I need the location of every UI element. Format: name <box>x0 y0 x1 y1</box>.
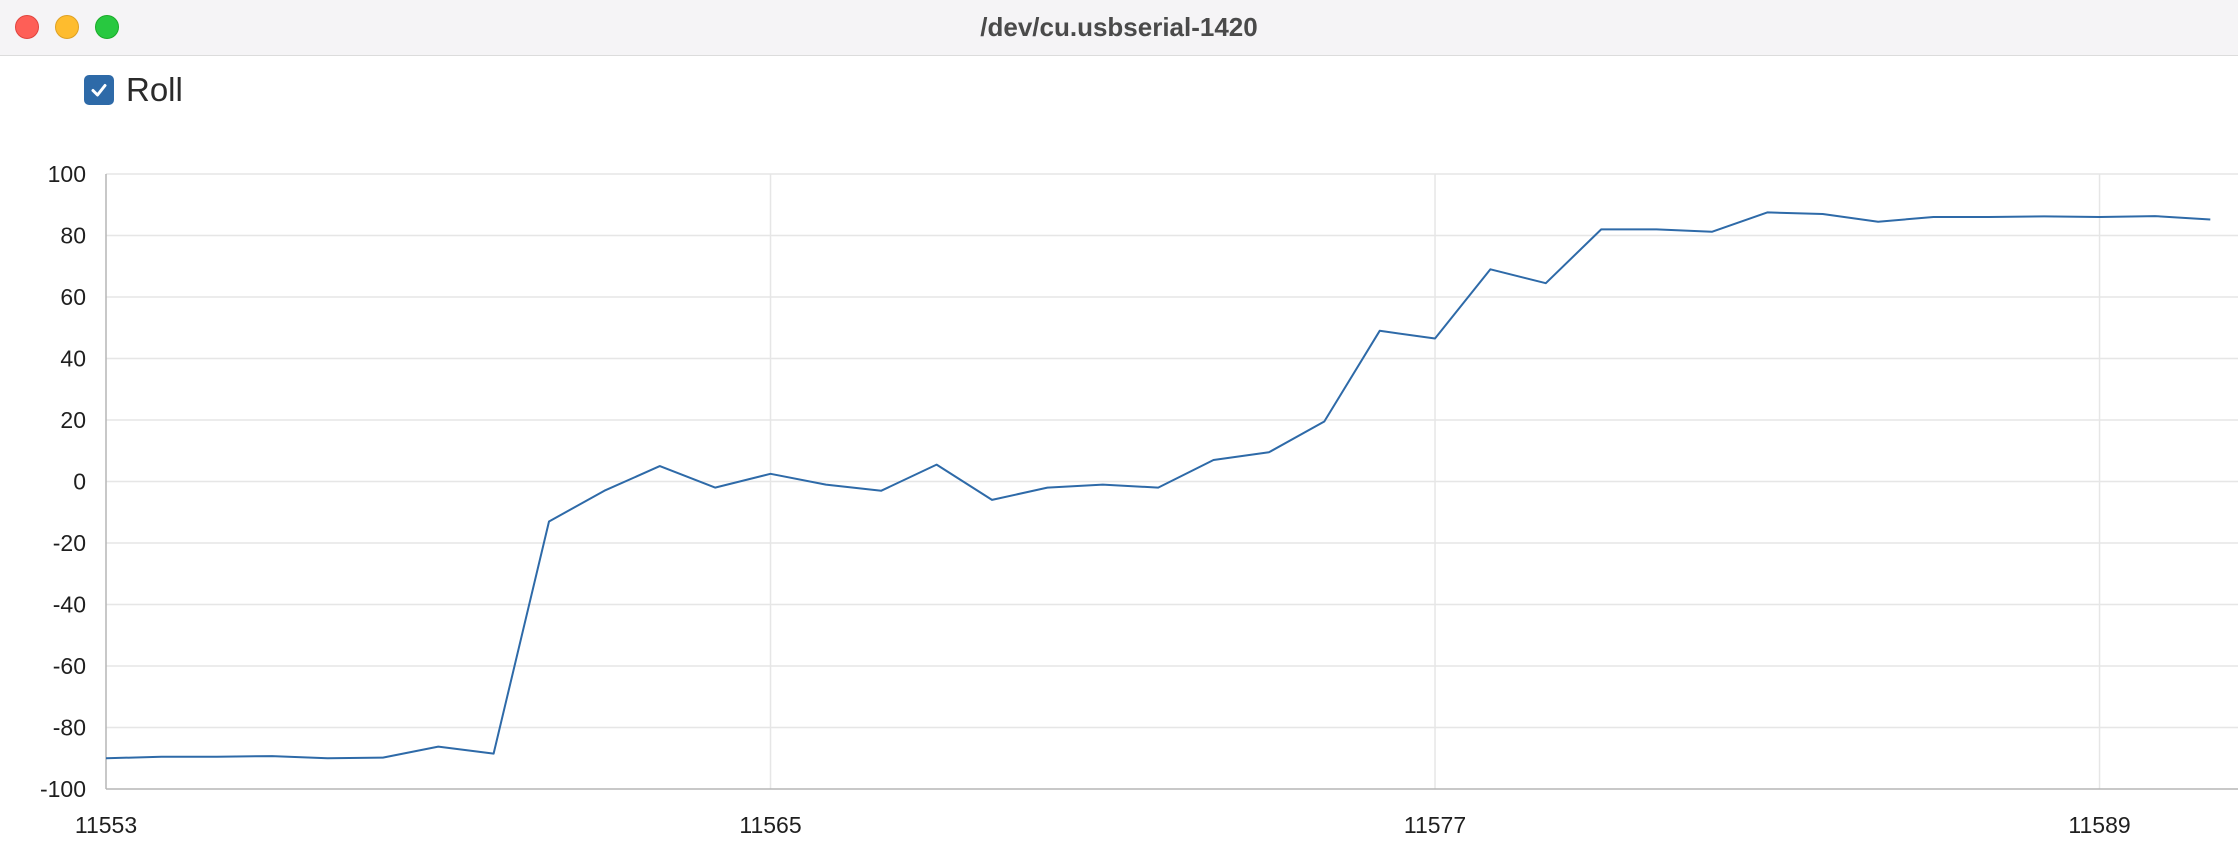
x-tick-label: 11577 <box>1404 812 1466 838</box>
y-tick-label: 60 <box>60 284 86 310</box>
y-tick-label: 0 <box>73 469 86 495</box>
legend-label-roll: Roll <box>126 71 183 108</box>
checkmark-icon <box>91 84 107 97</box>
x-tick-label: 11565 <box>739 812 801 838</box>
series-line-roll <box>105 211 2211 760</box>
y-tick-label: 20 <box>60 407 86 433</box>
y-tick-label: -20 <box>53 530 86 556</box>
zoom-window-button[interactable] <box>95 15 119 39</box>
x-tick-label: 11553 <box>75 812 137 838</box>
minimize-window-button[interactable] <box>55 15 79 39</box>
window-title: /dev/cu.usbserial-1420 <box>980 12 1258 42</box>
roll-series-checkbox[interactable] <box>84 75 114 105</box>
y-tick-label: 100 <box>48 161 86 187</box>
x-tick-label: 11589 <box>2068 812 2130 838</box>
title-bar: /dev/cu.usbserial-1420 <box>0 0 2238 56</box>
legend: Roll <box>84 71 183 108</box>
close-window-button[interactable] <box>15 15 39 39</box>
y-tick-label: -100 <box>40 776 86 802</box>
y-tick-label: -80 <box>53 715 86 741</box>
y-tick-label: -60 <box>53 653 86 679</box>
y-tick-label: 80 <box>60 223 86 249</box>
y-tick-label: 40 <box>60 346 86 372</box>
y-tick-label: -40 <box>53 592 86 618</box>
